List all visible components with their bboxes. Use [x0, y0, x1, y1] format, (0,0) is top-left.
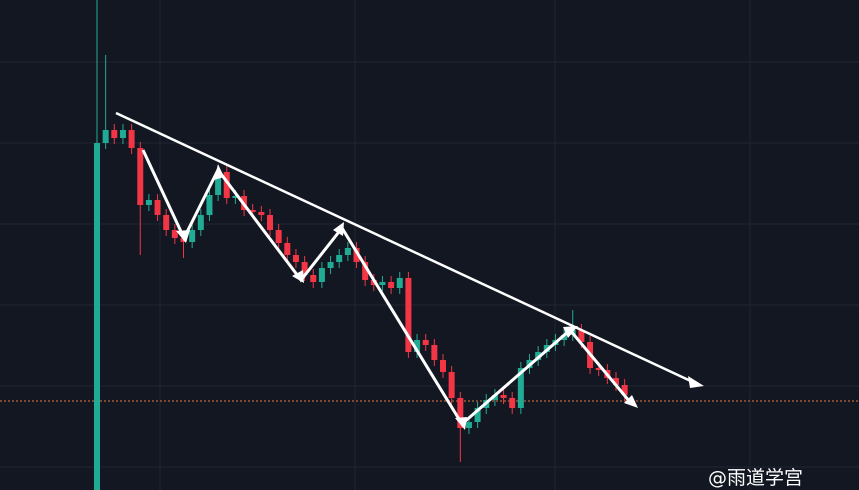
- candle-body: [595, 368, 602, 370]
- candle-body: [431, 345, 438, 360]
- candle-body: [457, 398, 464, 428]
- candle-body: [215, 172, 222, 195]
- candle-body: [344, 248, 351, 255]
- candle-body: [318, 268, 325, 282]
- candle-body: [119, 130, 126, 138]
- candle-body: [189, 230, 196, 242]
- candle-body: [414, 340, 421, 352]
- candle-body: [561, 335, 568, 340]
- candle-body: [275, 230, 282, 243]
- candle-body: [353, 248, 360, 262]
- candle-body: [474, 408, 481, 422]
- candle-body: [396, 278, 403, 288]
- candle-body: [145, 200, 152, 205]
- candle-body: [249, 210, 256, 212]
- candle-body: [137, 148, 144, 205]
- candle-body: [422, 340, 429, 345]
- candle-body: [301, 262, 308, 275]
- candle-body: [440, 360, 446, 372]
- candle-body: [267, 215, 273, 230]
- candle-body: [448, 372, 455, 398]
- candle-body: [500, 395, 507, 398]
- candle-body: [163, 215, 170, 230]
- candle-body: [258, 212, 265, 215]
- trend-annotations: [115, 111, 704, 430]
- candle-body: [379, 282, 386, 285]
- candle-body: [111, 130, 118, 138]
- candle-body: [310, 275, 317, 282]
- candle-body: [128, 130, 135, 148]
- candle-body: [491, 395, 498, 400]
- candle-body: [171, 230, 178, 238]
- candle-body: [292, 255, 299, 262]
- candle-body: [517, 368, 524, 408]
- candle-body: [223, 172, 230, 198]
- candle-body: [154, 200, 161, 215]
- candle-body: [327, 262, 334, 268]
- candle-body: [405, 278, 412, 352]
- candle-body: [578, 330, 585, 342]
- candle-body: [197, 215, 204, 230]
- candle-body: [621, 385, 628, 395]
- candle-body: [509, 398, 516, 408]
- candle-body: [206, 195, 213, 215]
- candle-body: [284, 243, 291, 255]
- candles: [94, 0, 628, 490]
- watermark: @雨道学宫: [708, 467, 803, 489]
- candle-body: [94, 143, 100, 490]
- candle-body: [362, 262, 369, 280]
- candle-body: [613, 378, 619, 385]
- candle-body: [102, 130, 109, 143]
- candle-body: [336, 255, 343, 262]
- candle-body: [388, 282, 395, 288]
- candle-body: [232, 196, 239, 198]
- candle-body: [465, 422, 472, 428]
